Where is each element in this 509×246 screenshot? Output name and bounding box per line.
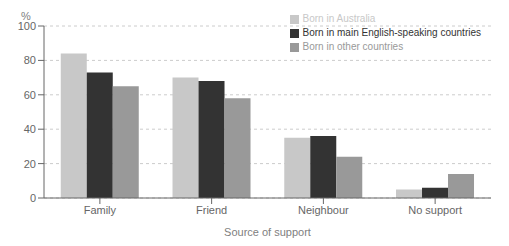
html-text:Born in Australia: Born in Australia — [302, 13, 376, 24]
svg-text:100: 100 — [17, 19, 36, 32]
svg-text:0: 0 — [30, 192, 36, 204]
html-text:Born in main English-speaking: Born in main English-speaking countries — [302, 27, 481, 38]
svg-text:%: % — [21, 10, 31, 22]
html-text:Born in other countries: Born in other countries — [302, 41, 404, 52]
svg-text:80: 80 — [24, 54, 36, 66]
svg-text:60: 60 — [24, 89, 36, 101]
svg-text:Friend: Friend — [196, 204, 227, 216]
svg-text:Family: Family — [84, 204, 117, 216]
svg-text:No support: No support — [408, 204, 462, 216]
svg-text:Source of support: Source of support — [224, 226, 311, 238]
svg-text:20: 20 — [24, 158, 36, 170]
svg-text:40: 40 — [24, 123, 36, 135]
svg-text:Neighbour: Neighbour — [298, 204, 349, 216]
